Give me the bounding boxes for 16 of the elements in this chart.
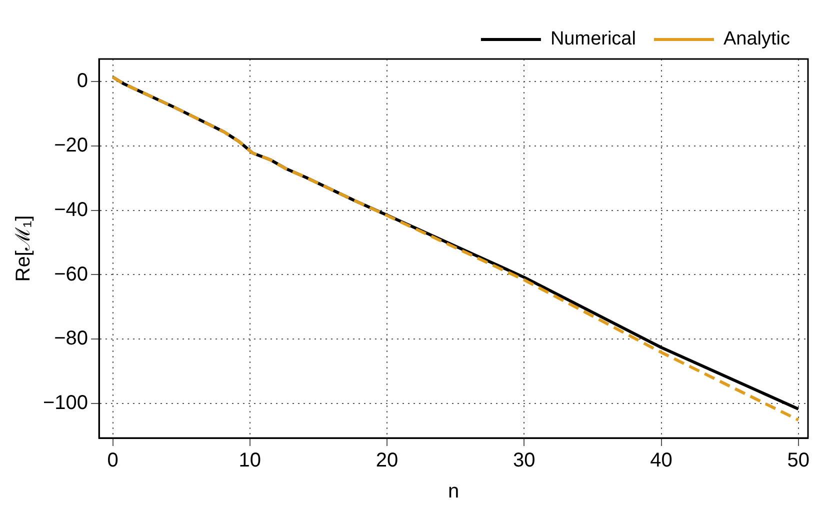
y-tick-label: −80: [54, 328, 88, 350]
y-tick-label: −40: [54, 198, 88, 221]
y-tick-label: −20: [54, 134, 88, 156]
x-tick-label: 50: [787, 450, 810, 472]
x-tick-label: 40: [650, 450, 672, 472]
x-axis-title: n: [448, 480, 460, 503]
y-tick-label: −60: [54, 263, 88, 286]
x-tick-label: 0: [107, 450, 118, 472]
x-tick-label: 30: [513, 450, 536, 472]
x-tick-label: 20: [376, 450, 398, 472]
y-axis-title: Re[ℳ₁]: [12, 215, 35, 282]
legend-label: Analytic: [723, 28, 790, 50]
y-tick-label: 0: [76, 70, 88, 92]
y-tick-label: −100: [42, 392, 88, 414]
legend-label: Numerical: [550, 28, 636, 50]
x-tick-label: 10: [238, 450, 262, 472]
